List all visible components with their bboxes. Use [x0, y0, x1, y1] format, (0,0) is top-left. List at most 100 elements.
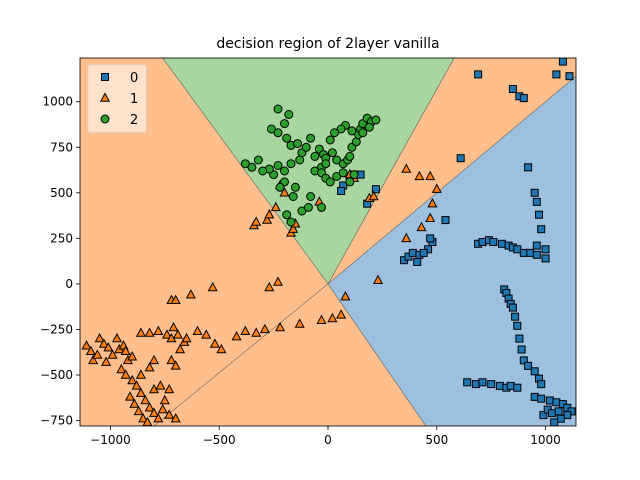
point-class-0 [413, 258, 422, 266]
region-boundary [327, 58, 576, 285]
legend-label: 1 [130, 92, 138, 107]
point-class-1 [116, 363, 127, 374]
point-class-2 [358, 128, 368, 138]
point-class-1 [103, 342, 114, 352]
point-class-1 [166, 354, 177, 365]
point-class-2 [253, 155, 263, 165]
point-class-0 [441, 216, 450, 225]
point-class-1 [259, 323, 270, 334]
point-class-0 [508, 303, 517, 312]
point-class-2 [282, 210, 292, 220]
point-class-2 [286, 217, 296, 227]
point-class-0 [371, 185, 380, 194]
point-class-0 [552, 398, 561, 407]
point-class-1 [144, 327, 155, 337]
point-class-2 [273, 104, 283, 114]
point-class-0 [478, 378, 487, 387]
point-class-1 [270, 201, 281, 212]
point-class-2 [266, 124, 276, 134]
y-tick-label: −750 [40, 414, 73, 428]
point-class-1 [164, 383, 175, 394]
point-class-0 [532, 250, 541, 259]
point-class-1 [153, 413, 164, 423]
point-class-0 [548, 409, 557, 418]
point-class-0 [426, 234, 435, 243]
point-class-1 [185, 289, 196, 299]
point-class-2 [371, 115, 381, 125]
legend-box [87, 64, 147, 133]
point-class-1 [272, 276, 284, 286]
point-class-0 [530, 188, 539, 197]
x-tick-label: 500 [425, 433, 448, 447]
point-class-1 [401, 232, 412, 243]
point-class-1 [170, 360, 181, 370]
point-class-0 [532, 241, 541, 250]
x-tick-label: −500 [203, 433, 236, 447]
point-class-1 [144, 362, 155, 372]
point-class-0 [337, 187, 346, 195]
point-class-1 [135, 369, 146, 379]
point-class-1 [231, 331, 242, 341]
point-class-0 [556, 414, 565, 423]
point-class-0 [506, 381, 515, 390]
point-class-0 [524, 163, 533, 172]
point-class-0 [550, 418, 559, 426]
point-class-1 [111, 332, 123, 343]
point-class-1 [279, 187, 290, 197]
point-class-0 [419, 248, 428, 257]
point-class-1 [192, 325, 203, 335]
point-class-1 [264, 281, 275, 292]
point-class-1 [427, 198, 438, 208]
point-class-2 [351, 137, 361, 147]
point-class-1 [262, 214, 273, 224]
y-tick-label: −250 [40, 322, 73, 336]
point-class-0 [530, 392, 539, 401]
point-class-0 [463, 378, 472, 387]
point-class-2 [321, 159, 331, 169]
point-class-1 [251, 216, 262, 226]
point-class-1 [288, 223, 299, 233]
decision-boundaries [80, 58, 576, 426]
point-class-2 [290, 182, 300, 192]
point-class-1 [240, 325, 251, 335]
region-boundary [327, 75, 576, 426]
point-class-1 [264, 209, 275, 219]
point-class-2 [325, 135, 335, 145]
point-class-1 [416, 221, 427, 232]
point-class-2 [301, 142, 311, 152]
point-class-0 [471, 380, 480, 389]
point-class-1 [327, 312, 338, 323]
point-class-2 [275, 182, 285, 192]
point-class-2 [282, 133, 292, 143]
point-class-1 [336, 309, 347, 319]
region-class-1 [328, 58, 576, 284]
y-tick-label: −500 [40, 368, 73, 382]
point-class-1 [155, 380, 166, 390]
point-class-2 [288, 192, 298, 201]
point-class-2 [258, 166, 268, 176]
point-class-1 [425, 212, 436, 222]
point-class-1 [168, 321, 179, 332]
point-class-1 [135, 327, 146, 337]
point-class-0 [474, 70, 483, 79]
point-class-1 [275, 321, 286, 332]
point-class-0 [511, 312, 520, 321]
x-axis: −1000 −500 0 500 1000 [90, 426, 561, 447]
point-class-0 [563, 411, 572, 420]
point-class-0 [495, 381, 504, 390]
point-class-2 [330, 128, 339, 138]
point-class-0 [532, 197, 541, 206]
point-class-1 [425, 170, 436, 181]
point-class-1 [209, 338, 220, 348]
point-class-1 [124, 391, 136, 401]
region-class-2 [162, 58, 455, 284]
point-class-0 [519, 94, 528, 103]
point-class-1 [294, 318, 305, 328]
point-class-0 [478, 238, 487, 246]
point-class-2 [306, 192, 316, 201]
point-class-2 [280, 119, 289, 129]
point-class-0 [530, 367, 539, 376]
y-tick-label: 0 [65, 277, 73, 291]
point-class-2 [293, 139, 302, 149]
x-tick-label: −1000 [90, 433, 131, 447]
